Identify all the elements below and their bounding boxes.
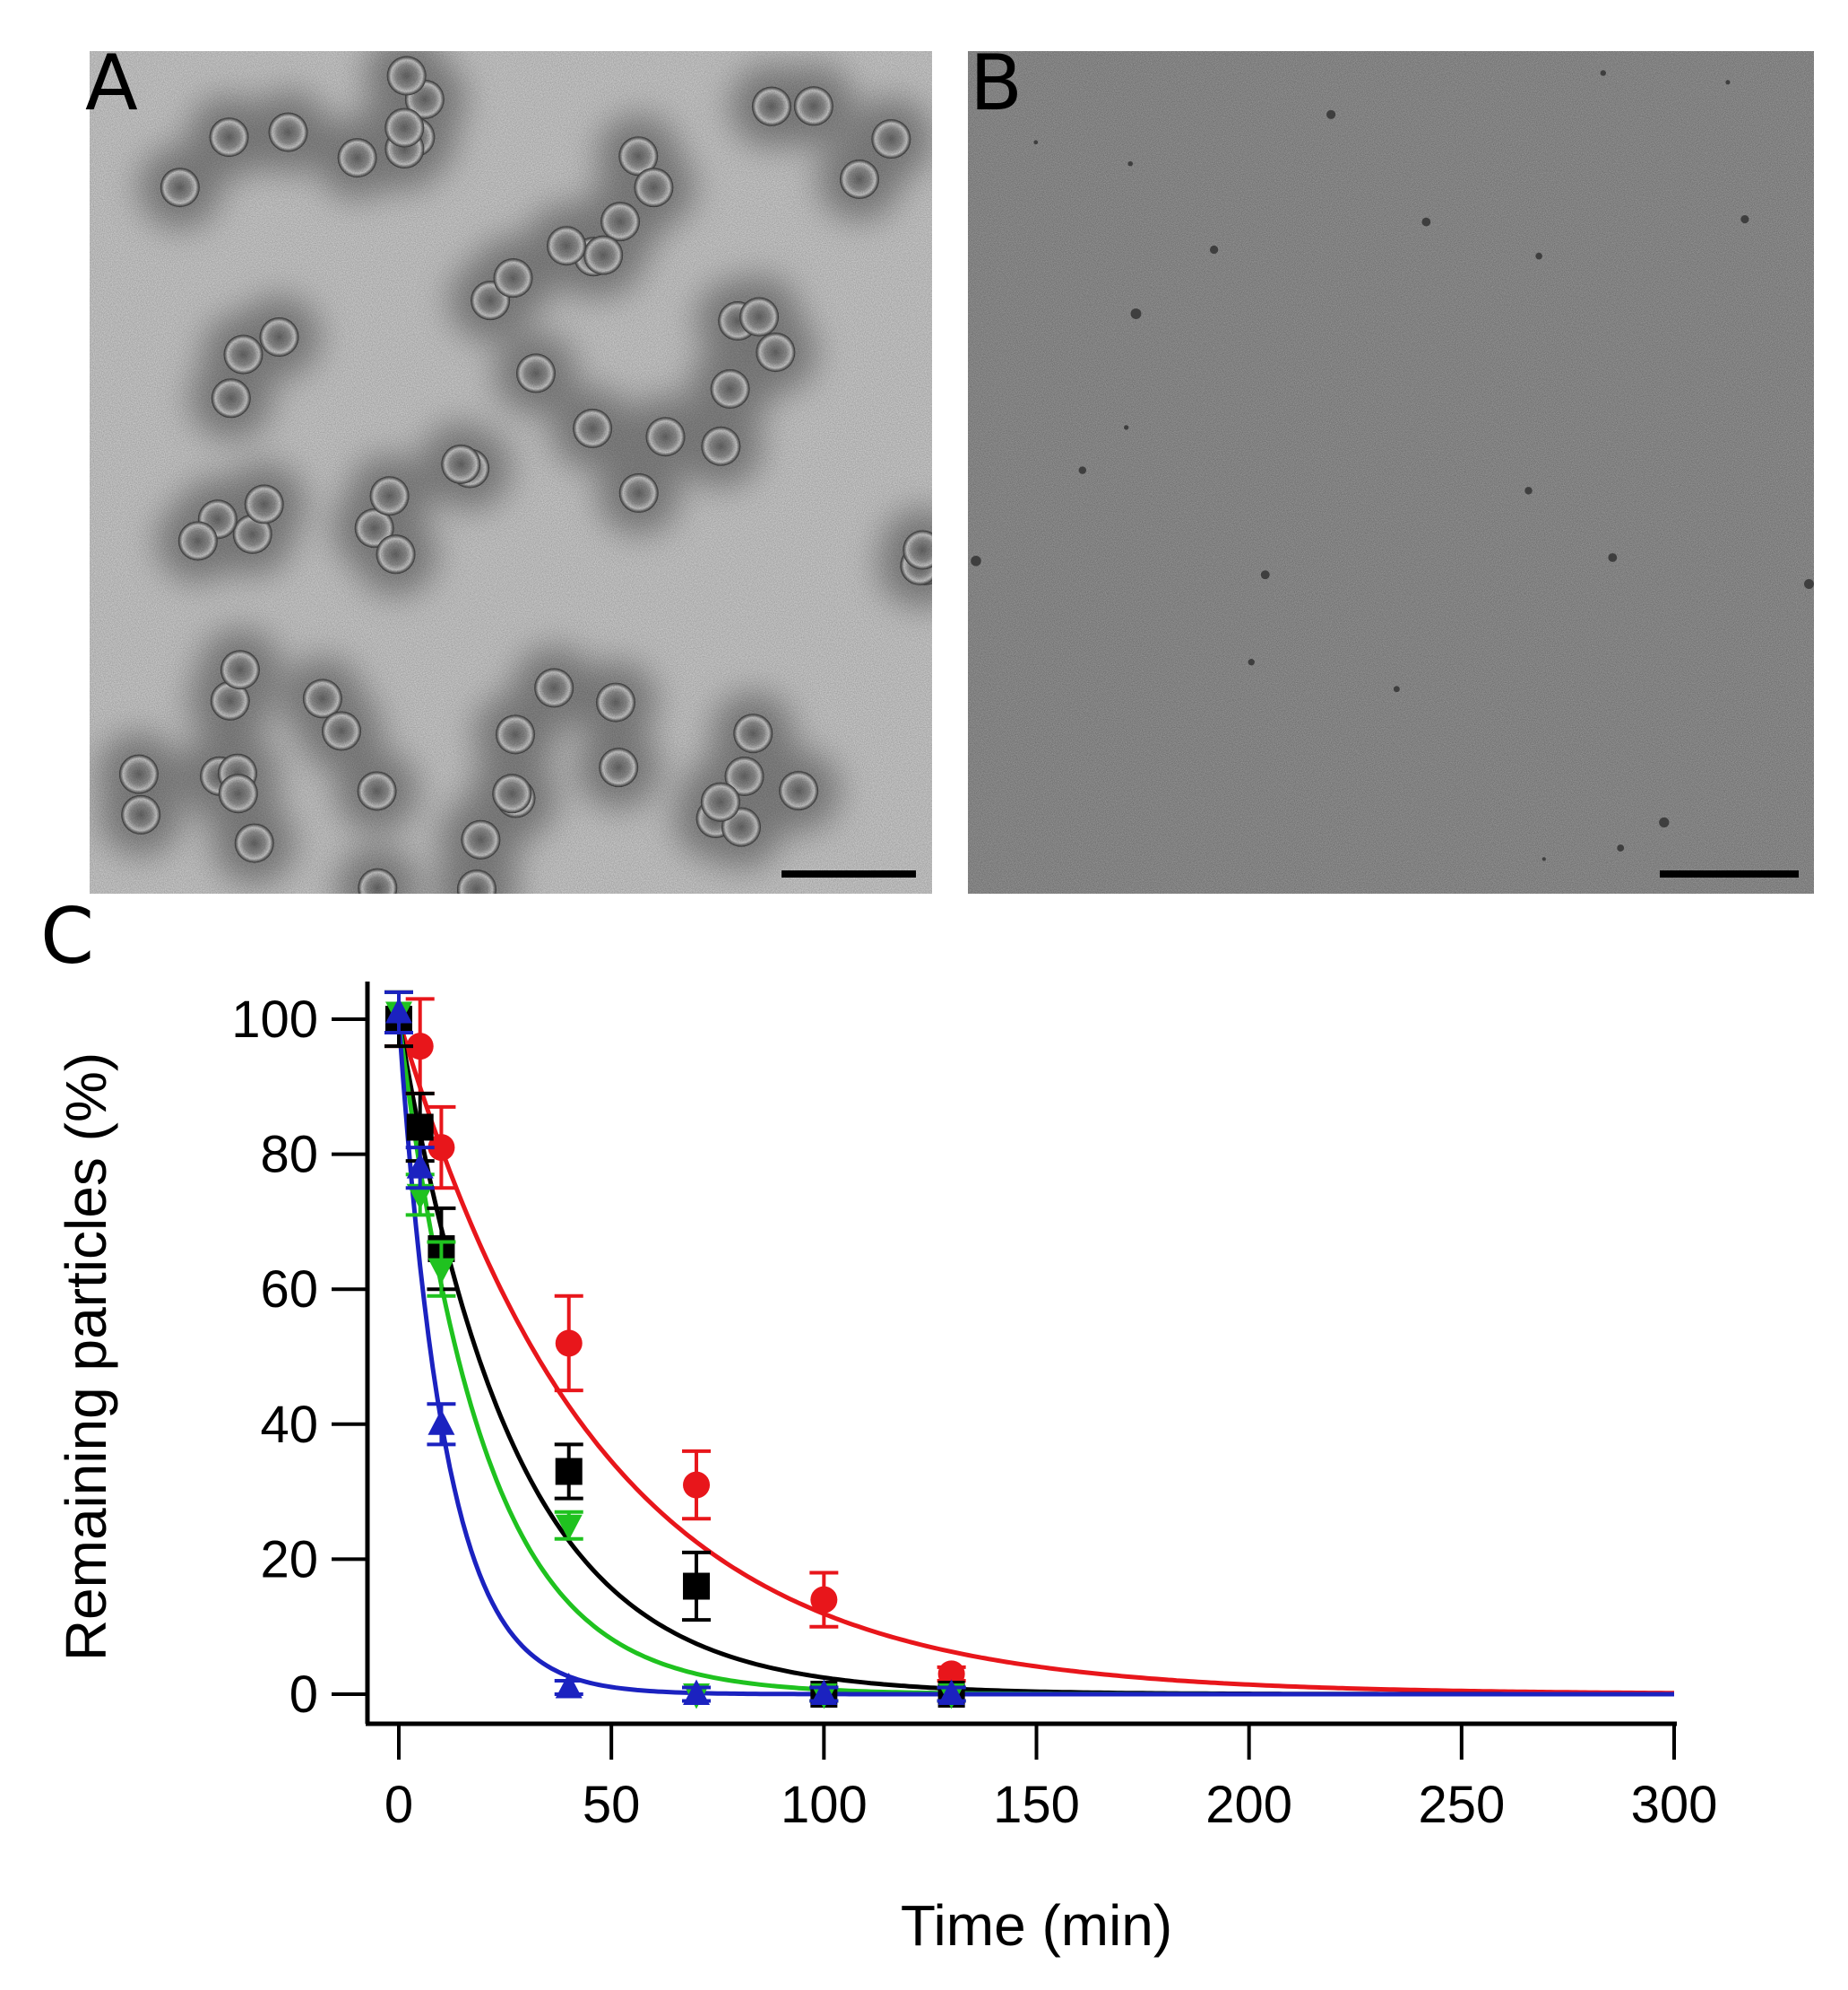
triangle-up-marker [937, 1679, 965, 1705]
x-tick-label: 0 [384, 1776, 413, 1834]
panel-a-label: A [85, 39, 138, 128]
micrograph-panel-b [968, 51, 1814, 894]
scale-bar-a [782, 870, 916, 878]
data-point [427, 1240, 456, 1298]
triangle-up-marker [406, 1153, 434, 1179]
data-point [554, 1510, 583, 1541]
square-marker [555, 1458, 583, 1485]
panel-c-label: C [40, 892, 95, 982]
circle-marker [683, 1471, 711, 1499]
data-point [809, 1679, 839, 1705]
x-tick-label: 100 [781, 1776, 868, 1834]
circle-marker [810, 1586, 838, 1614]
data-point [682, 1550, 712, 1622]
data-point [554, 1672, 583, 1699]
data-point [554, 1442, 583, 1501]
scale-bar-b [1660, 870, 1799, 878]
x-axis-title: Time (min) [901, 1893, 1172, 1958]
triangle-down-marker [427, 1258, 455, 1285]
y-tick-label: 80 [260, 1126, 318, 1184]
data-point [682, 1449, 712, 1521]
micrograph-panel-a [90, 51, 932, 894]
decay-chart: 0 50 100 150 200 250 300 0 20 40 60 80 100 Time (min… [54, 982, 1717, 1958]
circle-marker [406, 1033, 434, 1060]
fit-curves [396, 1018, 1674, 1697]
data-point [384, 990, 413, 1035]
triangle-down-marker [406, 1183, 434, 1210]
data-point [554, 1294, 583, 1393]
fit-curve [396, 1018, 1674, 1697]
x-tick-label: 50 [583, 1776, 641, 1834]
circle-marker [427, 1134, 455, 1162]
data-point [809, 1570, 839, 1629]
circle-marker [555, 1329, 583, 1357]
triangle-up-marker [683, 1679, 711, 1705]
data-point [405, 1146, 435, 1190]
fit-curve [396, 1018, 1674, 1696]
y-tick-label: 40 [260, 1396, 318, 1454]
micrograph-a-image [90, 51, 932, 894]
circle-marker [937, 1660, 965, 1688]
y-tick-label: 100 [231, 991, 318, 1049]
x-tick-label: 150 [993, 1776, 1080, 1834]
y-tick-label: 0 [289, 1666, 318, 1724]
triangle-down-marker [555, 1514, 583, 1541]
y-tick-label: 20 [260, 1530, 318, 1588]
micrograph-b-image [968, 51, 1814, 894]
data-point [427, 1402, 456, 1447]
square-marker [683, 1572, 711, 1600]
triangle-up-marker [810, 1679, 838, 1705]
triangle-up-marker [555, 1672, 583, 1699]
data-point [682, 1679, 712, 1705]
y-axis-title: Remaining particles (%) [54, 1052, 118, 1661]
x-tick-label: 300 [1631, 1776, 1718, 1834]
data-points [384, 990, 966, 1709]
triangle-up-marker [385, 997, 412, 1024]
triangle-up-marker [427, 1409, 455, 1435]
square-marker [406, 1113, 434, 1141]
fit-curve [396, 1018, 1674, 1697]
chart-axes: 0 50 100 150 200 250 300 0 20 40 60 80 100 [231, 982, 1717, 1834]
panel-b-label: B [970, 39, 1023, 128]
x-tick-label: 250 [1418, 1776, 1505, 1834]
data-point [937, 1679, 966, 1705]
x-tick-label: 200 [1205, 1776, 1292, 1834]
y-tick-label: 60 [260, 1260, 318, 1319]
fit-curve [396, 1018, 1674, 1697]
